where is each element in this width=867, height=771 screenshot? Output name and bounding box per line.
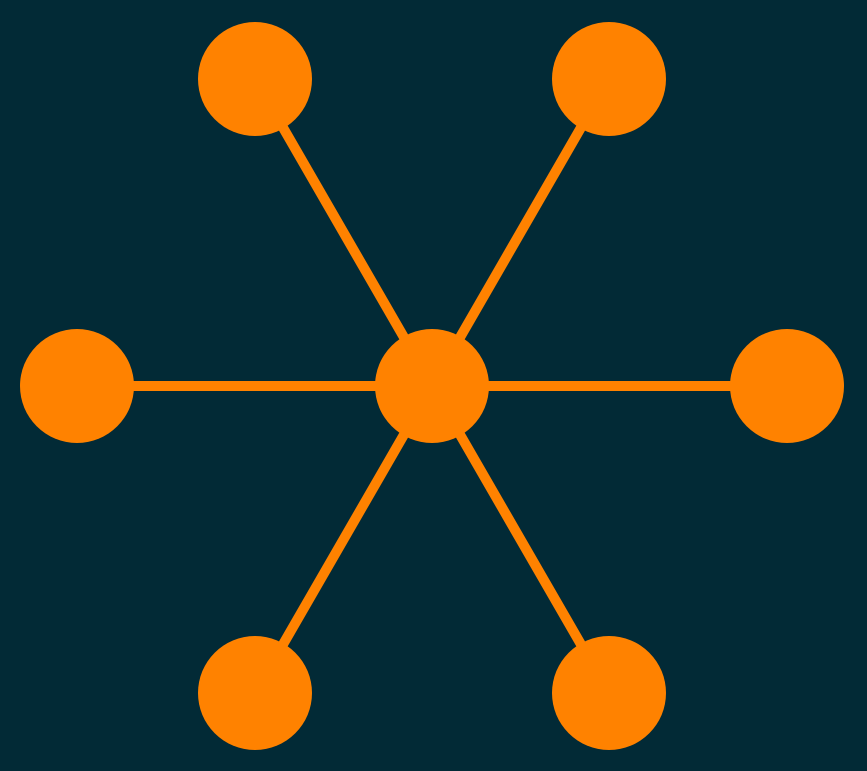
edge-hub-to-spoke-bottom-right (427, 383, 614, 696)
node-spoke-right (730, 329, 844, 443)
node-spoke-top-right (552, 22, 666, 136)
edge-hub-to-spoke-top-left (250, 76, 437, 389)
edge-hub-to-spoke-bottom-left (250, 383, 437, 696)
edges-layer (77, 76, 787, 696)
nodes-layer (20, 22, 844, 750)
node-hub (375, 329, 489, 443)
node-spoke-top-left (198, 22, 312, 136)
node-spoke-bottom-left (198, 636, 312, 750)
node-spoke-bottom-right (552, 636, 666, 750)
node-spoke-left (20, 329, 134, 443)
edge-hub-to-spoke-top-right (427, 76, 614, 389)
